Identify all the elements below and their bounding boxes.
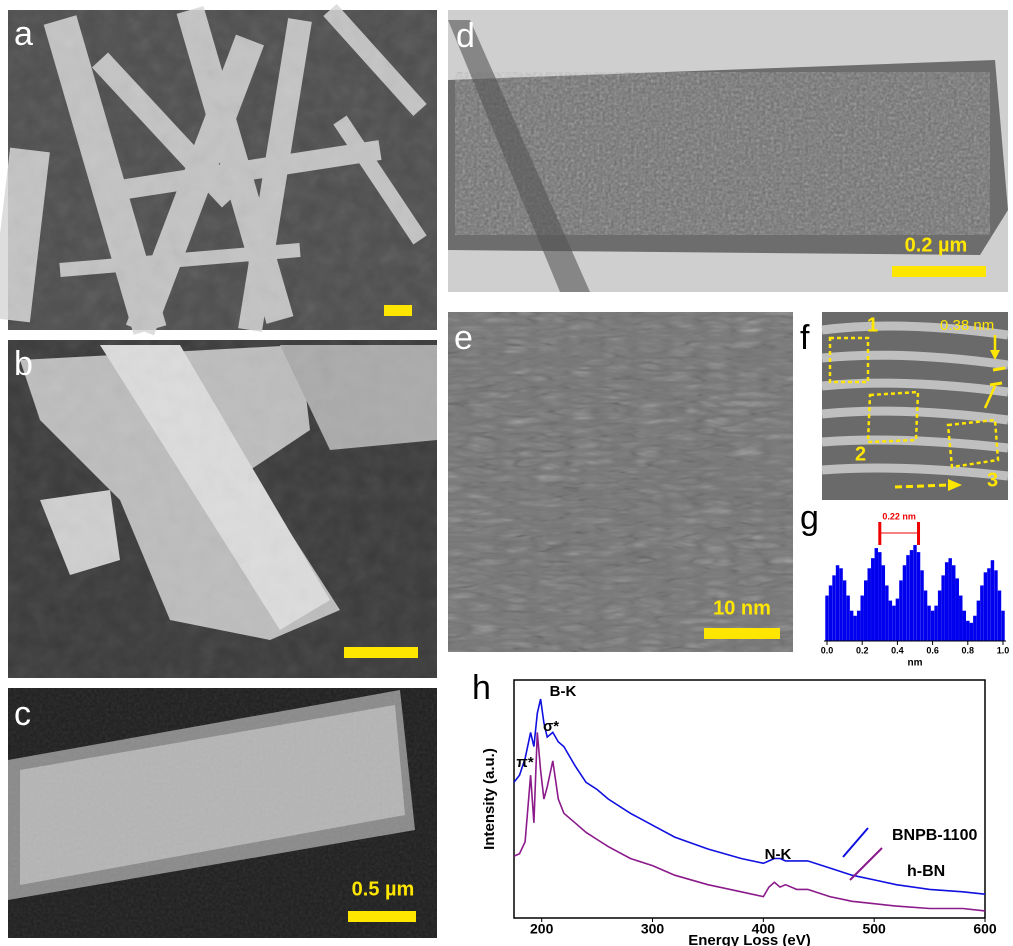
bar	[839, 568, 842, 641]
annotation: π*	[516, 754, 533, 771]
bar	[899, 580, 902, 641]
x-tick-label: 500	[862, 921, 886, 937]
legend-label: h-BN	[907, 863, 945, 880]
scale-bar-label: 0.2 µm	[905, 234, 968, 256]
bar	[956, 578, 959, 641]
panel-label: h	[472, 669, 491, 707]
bar	[927, 606, 930, 641]
region-label: 1	[867, 314, 878, 336]
x-tick-label: 0.8	[962, 645, 975, 655]
bar	[1001, 611, 1004, 641]
bar	[878, 552, 881, 641]
bar	[987, 568, 990, 641]
bar	[882, 565, 885, 641]
bar	[903, 565, 906, 641]
panel-label: g	[800, 499, 819, 537]
series-line	[514, 732, 985, 911]
bar	[892, 606, 895, 641]
bar	[991, 560, 994, 641]
legend-pointer	[843, 828, 868, 857]
bar	[836, 565, 839, 641]
annotation: N-K	[765, 846, 792, 863]
bar	[959, 596, 962, 641]
bar	[910, 550, 913, 641]
bar	[850, 611, 853, 641]
bar	[825, 596, 828, 641]
bar	[945, 562, 948, 641]
bar	[860, 596, 863, 641]
x-tick-label: 1.0	[997, 645, 1010, 655]
bar	[980, 585, 983, 641]
bar	[934, 606, 937, 641]
bar	[868, 568, 871, 641]
region-label: 3	[987, 469, 998, 491]
figure: 0.38 nm 1 2 3 a b c d e f g h 0.5 µm 0.2…	[0, 0, 1013, 946]
bar	[998, 591, 1001, 642]
bar	[913, 545, 916, 641]
sem-image-a	[8, 10, 437, 330]
bar	[875, 548, 878, 641]
bar	[994, 570, 997, 641]
bar	[948, 558, 951, 641]
bar	[896, 599, 899, 641]
panel-label: f	[800, 319, 810, 357]
x-axis-label: Energy Loss (eV)	[688, 932, 811, 946]
x-tick-label: 0.2	[856, 645, 869, 655]
plot-frame	[514, 680, 985, 918]
annotation: σ*	[543, 718, 559, 735]
bar	[941, 575, 944, 641]
bar	[846, 596, 849, 641]
x-axis-label: nm	[908, 658, 923, 669]
legend-label: BNPB-1100	[892, 827, 977, 844]
bar	[984, 572, 987, 641]
hrtem-image-f	[822, 312, 1008, 500]
sem-image-b	[8, 340, 437, 678]
panel-label: b	[14, 345, 33, 383]
bar	[829, 585, 832, 641]
annotation: B-K	[550, 683, 577, 700]
bar	[864, 580, 867, 641]
scale-bar-label: 10 nm	[713, 597, 771, 619]
region-label: 2	[855, 443, 866, 465]
bar	[920, 570, 923, 641]
bar	[857, 611, 860, 641]
bar	[931, 611, 934, 641]
annotation: 0.22 nm	[882, 511, 916, 521]
bar	[924, 591, 927, 642]
bar	[853, 616, 856, 641]
bar	[871, 558, 874, 641]
bar	[906, 555, 909, 641]
bar	[966, 621, 969, 641]
bar	[970, 623, 973, 641]
lattice-spacing: 0.38 nm	[940, 317, 994, 334]
bar	[952, 565, 955, 641]
bar	[973, 616, 976, 641]
x-tick-label: 200	[530, 921, 554, 937]
panel-label: e	[454, 319, 473, 357]
stem-image-c	[8, 688, 437, 938]
y-axis-label: Intensity (a.u.)	[481, 748, 498, 850]
x-tick-label: 0.0	[821, 645, 834, 655]
x-tick-label: 0.4	[891, 645, 904, 655]
bar	[885, 585, 888, 641]
x-tick-label: 300	[641, 921, 665, 937]
bar	[917, 552, 920, 641]
bar	[938, 591, 941, 642]
bar	[963, 611, 966, 641]
legend-pointer	[850, 848, 882, 880]
panel-label: d	[456, 17, 475, 55]
x-tick-label: 600	[973, 921, 997, 937]
bar	[889, 601, 892, 641]
bar	[977, 601, 980, 641]
bar	[832, 575, 835, 641]
panel-label: c	[14, 695, 31, 733]
scale-bar-label: 0.5 µm	[352, 878, 415, 900]
panel-label: a	[14, 15, 33, 53]
x-tick-label: 0.6	[926, 645, 939, 655]
bar	[843, 580, 846, 641]
